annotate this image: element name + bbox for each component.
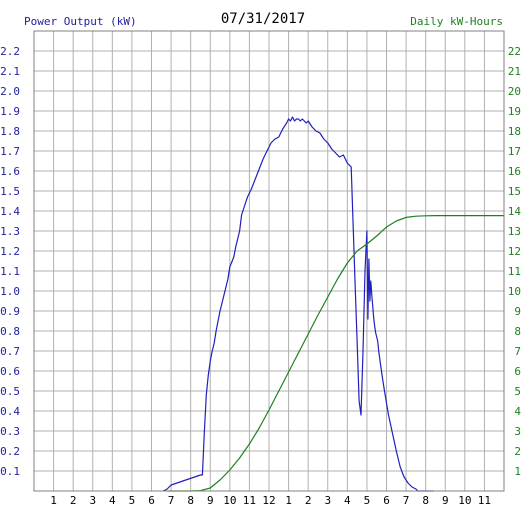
left-tick-label: 1.2	[0, 245, 20, 258]
right-tick-label: 22	[508, 45, 521, 58]
left-tick-label: 0.3	[0, 425, 20, 438]
right-tick-label: 5	[514, 385, 521, 398]
x-tick-label: 2	[305, 494, 312, 507]
x-tick-label: 7	[168, 494, 175, 507]
left-tick-label: 1.9	[0, 105, 20, 118]
x-tick-label: 4	[344, 494, 351, 507]
left-tick-label: 0.1	[0, 465, 20, 478]
left-tick-label: 1.8	[0, 125, 20, 138]
left-tick-label: 0.7	[0, 345, 20, 358]
plot-frame	[33, 30, 505, 492]
right-tick-label: 8	[514, 325, 521, 338]
daily-kwh-line	[167, 215, 504, 492]
left-tick-label: 1.1	[0, 265, 20, 278]
left-tick-label: 1.0	[0, 285, 20, 298]
x-tick-label: 5	[129, 494, 136, 507]
right-tick-label: 14	[508, 205, 522, 218]
x-tick-label: 1	[50, 494, 57, 507]
x-tick-label: 12	[262, 494, 275, 507]
left-tick-label: 0.6	[0, 365, 20, 378]
x-tick-label: 2	[70, 494, 77, 507]
x-tick-label: 9	[442, 494, 449, 507]
left-tick-label: 1.7	[0, 145, 20, 158]
left-axis-title: Power Output (kW)	[24, 15, 137, 28]
right-tick-label: 16	[508, 165, 521, 178]
right-tick-label: 2	[514, 445, 521, 458]
power-output-line	[162, 116, 434, 492]
left-tick-label: 1.5	[0, 185, 20, 198]
chart-title-date: 07/31/2017	[221, 11, 305, 27]
right-axis-title: Daily kW-Hours	[410, 15, 503, 28]
x-tick-label: 7	[403, 494, 410, 507]
x-tick-label: 5	[364, 494, 371, 507]
x-tick-label: 10	[458, 494, 471, 507]
x-tick-label: 10	[223, 494, 236, 507]
x-tick-label: 1	[285, 494, 292, 507]
left-tick-label: 0.4	[0, 405, 20, 418]
left-tick-label: 0.2	[0, 445, 20, 458]
x-tick-label: 9	[207, 494, 214, 507]
right-tick-label: 9	[514, 305, 521, 318]
right-tick-label: 1	[514, 465, 521, 478]
right-tick-label: 15	[508, 185, 521, 198]
left-tick-label: 1.3	[0, 225, 20, 238]
x-tick-label: 3	[89, 494, 96, 507]
right-tick-label: 19	[508, 105, 521, 118]
right-tick-label: 3	[514, 425, 521, 438]
right-tick-label: 17	[508, 145, 521, 158]
right-tick-label: 6	[514, 365, 521, 378]
left-tick-label: 2.1	[0, 65, 20, 78]
right-tick-label: 10	[508, 285, 521, 298]
right-tick-label: 7	[514, 345, 521, 358]
x-tick-label: 11	[478, 494, 491, 507]
right-tick-label: 20	[508, 85, 521, 98]
right-tick-label: 4	[514, 405, 521, 418]
left-tick-label: 0.8	[0, 325, 20, 338]
x-tick-label: 11	[243, 494, 256, 507]
left-tick-label: 2.2	[0, 45, 20, 58]
x-tick-label: 3	[324, 494, 331, 507]
left-tick-label: 0.5	[0, 385, 20, 398]
left-tick-label: 1.4	[0, 205, 20, 218]
grid	[34, 31, 504, 491]
x-tick-label: 6	[383, 494, 390, 507]
right-tick-label: 21	[508, 65, 521, 78]
x-tick-label: 8	[187, 494, 194, 507]
left-tick-label: 0.9	[0, 305, 20, 318]
x-tick-label: 6	[148, 494, 155, 507]
x-tick-labels: 1 2 3 4 5 6 7 8 9 10 11 12 1 2 3 4 5 6 7 8 9 10 11	[50, 494, 491, 507]
left-tick-label: 2.0	[0, 85, 20, 98]
left-tick-label: 1.6	[0, 165, 20, 178]
series-lines	[162, 116, 504, 492]
x-tick-label: 4	[109, 494, 116, 507]
right-tick-label: 11	[508, 265, 521, 278]
right-tick-label: 13	[508, 225, 521, 238]
left-tick-labels: 0.1 0.2 0.3 0.4 0.5 0.6 0.7 0.8 0.9 1.0 1.1 1.2 1.3 1…	[0, 45, 20, 478]
right-tick-label: 12	[508, 245, 521, 258]
right-tick-label: 18	[508, 125, 521, 138]
x-tick-label: 8	[422, 494, 429, 507]
